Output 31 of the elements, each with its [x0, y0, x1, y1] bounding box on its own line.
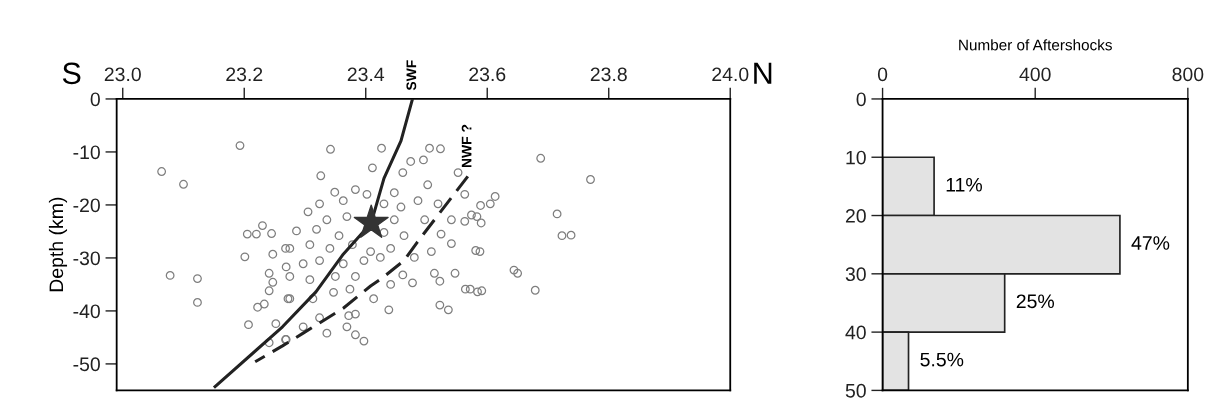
- annotation: 25%: [1016, 294, 1055, 309]
- y-tick-label: 0: [856, 92, 866, 107]
- annotation: 5.5%: [920, 352, 964, 367]
- x-tick-label: 23.6: [469, 67, 506, 82]
- y-axis-title: Depth (km): [48, 197, 68, 292]
- x-tick-label: 24.0: [712, 67, 749, 82]
- x-axis-title: Number of Aftershocks: [959, 39, 1112, 51]
- y-tick-label: 10: [846, 150, 866, 165]
- x-tick-label: 23.4: [347, 67, 385, 82]
- y-tick-label: 40: [845, 325, 866, 340]
- y-tick-label: -30: [73, 251, 100, 266]
- x-tick-label: 23.0: [104, 67, 141, 82]
- text: N: [754, 62, 772, 84]
- x-tick-label: 23.8: [590, 67, 627, 82]
- y-tick-label: -40: [73, 304, 100, 319]
- y-tick-label: -50: [73, 357, 100, 372]
- y-tick-label: -10: [73, 145, 100, 160]
- text: NWF ?: [461, 124, 472, 168]
- y-tick-label: -20: [73, 198, 100, 213]
- x-tick-label: 400: [1019, 67, 1051, 82]
- text: SWF: [406, 60, 417, 91]
- y-tick-label: 30: [845, 267, 866, 282]
- x-tick-label: 0: [877, 67, 888, 82]
- annotation: 47%: [1131, 236, 1170, 250]
- y-tick-label: 0: [90, 92, 100, 107]
- annotation: 11%: [946, 177, 982, 192]
- x-tick-label: 800: [1172, 67, 1204, 82]
- y-tick-label: 20: [845, 209, 866, 223]
- x-tick-label: 23.2: [226, 67, 263, 82]
- y-tick-label: 50: [845, 383, 866, 398]
- text: S: [62, 62, 81, 85]
